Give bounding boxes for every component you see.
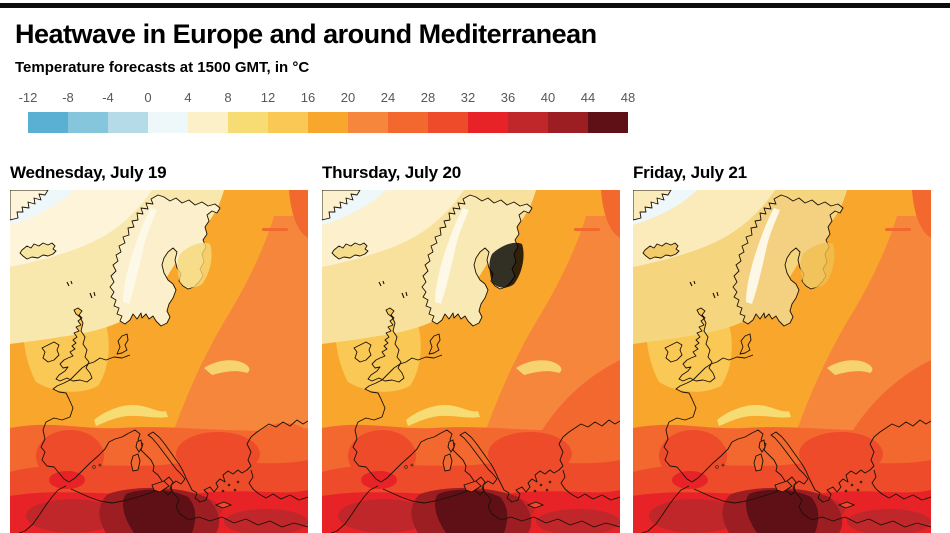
- scale-tick-label: 32: [460, 90, 476, 105]
- scale-tick-label: 4: [184, 90, 192, 105]
- scale-color-segment: [308, 112, 348, 133]
- scale-color-segment: [588, 112, 628, 133]
- scale-tick-label: 20: [340, 90, 356, 105]
- page-title: Heatwave in Europe and around Mediterran…: [15, 19, 597, 49]
- temperature-colorbar: [28, 112, 628, 133]
- europe-temperature-map: [10, 190, 308, 533]
- scale-color-segment: [188, 112, 228, 133]
- scale-color-segment: [428, 112, 468, 133]
- scale-tick-label: -4: [102, 90, 114, 105]
- panel-day-label: Friday, July 21: [633, 163, 747, 182]
- top-divider-bar: [0, 3, 950, 8]
- scale-color-segment: [148, 112, 188, 133]
- scale-tick-label: 12: [260, 90, 276, 105]
- panel-day-label: Wednesday, July 19: [10, 163, 167, 182]
- scale-tick-label: 0: [144, 90, 152, 105]
- scale-tick-label: 8: [224, 90, 232, 105]
- scale-color-segment: [348, 112, 388, 133]
- scale-tick-label: 16: [300, 90, 316, 105]
- scale-tick-label: -8: [62, 90, 74, 105]
- scale-color-segment: [548, 112, 588, 133]
- page-subtitle: Temperature forecasts at 1500 GMT, in °C: [15, 59, 310, 76]
- scale-color-segment: [268, 112, 308, 133]
- temperature-scale-labels: -12 -8 -4 0 4 8 12 16 20 24 28 32 36 40 44 48: [8, 90, 648, 105]
- scale-color-segment: [228, 112, 268, 133]
- scale-color-segment: [508, 112, 548, 133]
- scale-color-segment: [468, 112, 508, 133]
- forecast-panel: Wednesday, July 19: [10, 163, 308, 533]
- scale-tick-label: 36: [500, 90, 516, 105]
- scale-color-segment: [28, 112, 68, 133]
- scale-tick-label: 24: [380, 90, 396, 105]
- europe-temperature-map: [633, 190, 931, 533]
- forecast-panel: Thursday, July 20: [322, 163, 620, 533]
- scale-tick-label: 48: [620, 90, 636, 105]
- scale-tick-label: 44: [580, 90, 596, 105]
- panel-day-label: Thursday, July 20: [322, 163, 461, 182]
- scale-color-segment: [388, 112, 428, 133]
- scale-color-segment: [68, 112, 108, 133]
- scale-color-segment: [108, 112, 148, 133]
- forecast-panel: Friday, July 21: [633, 163, 931, 533]
- scale-tick-label: -12: [18, 90, 38, 105]
- scale-tick-label: 28: [420, 90, 436, 105]
- scale-tick-label: 40: [540, 90, 556, 105]
- europe-temperature-map: [322, 190, 620, 533]
